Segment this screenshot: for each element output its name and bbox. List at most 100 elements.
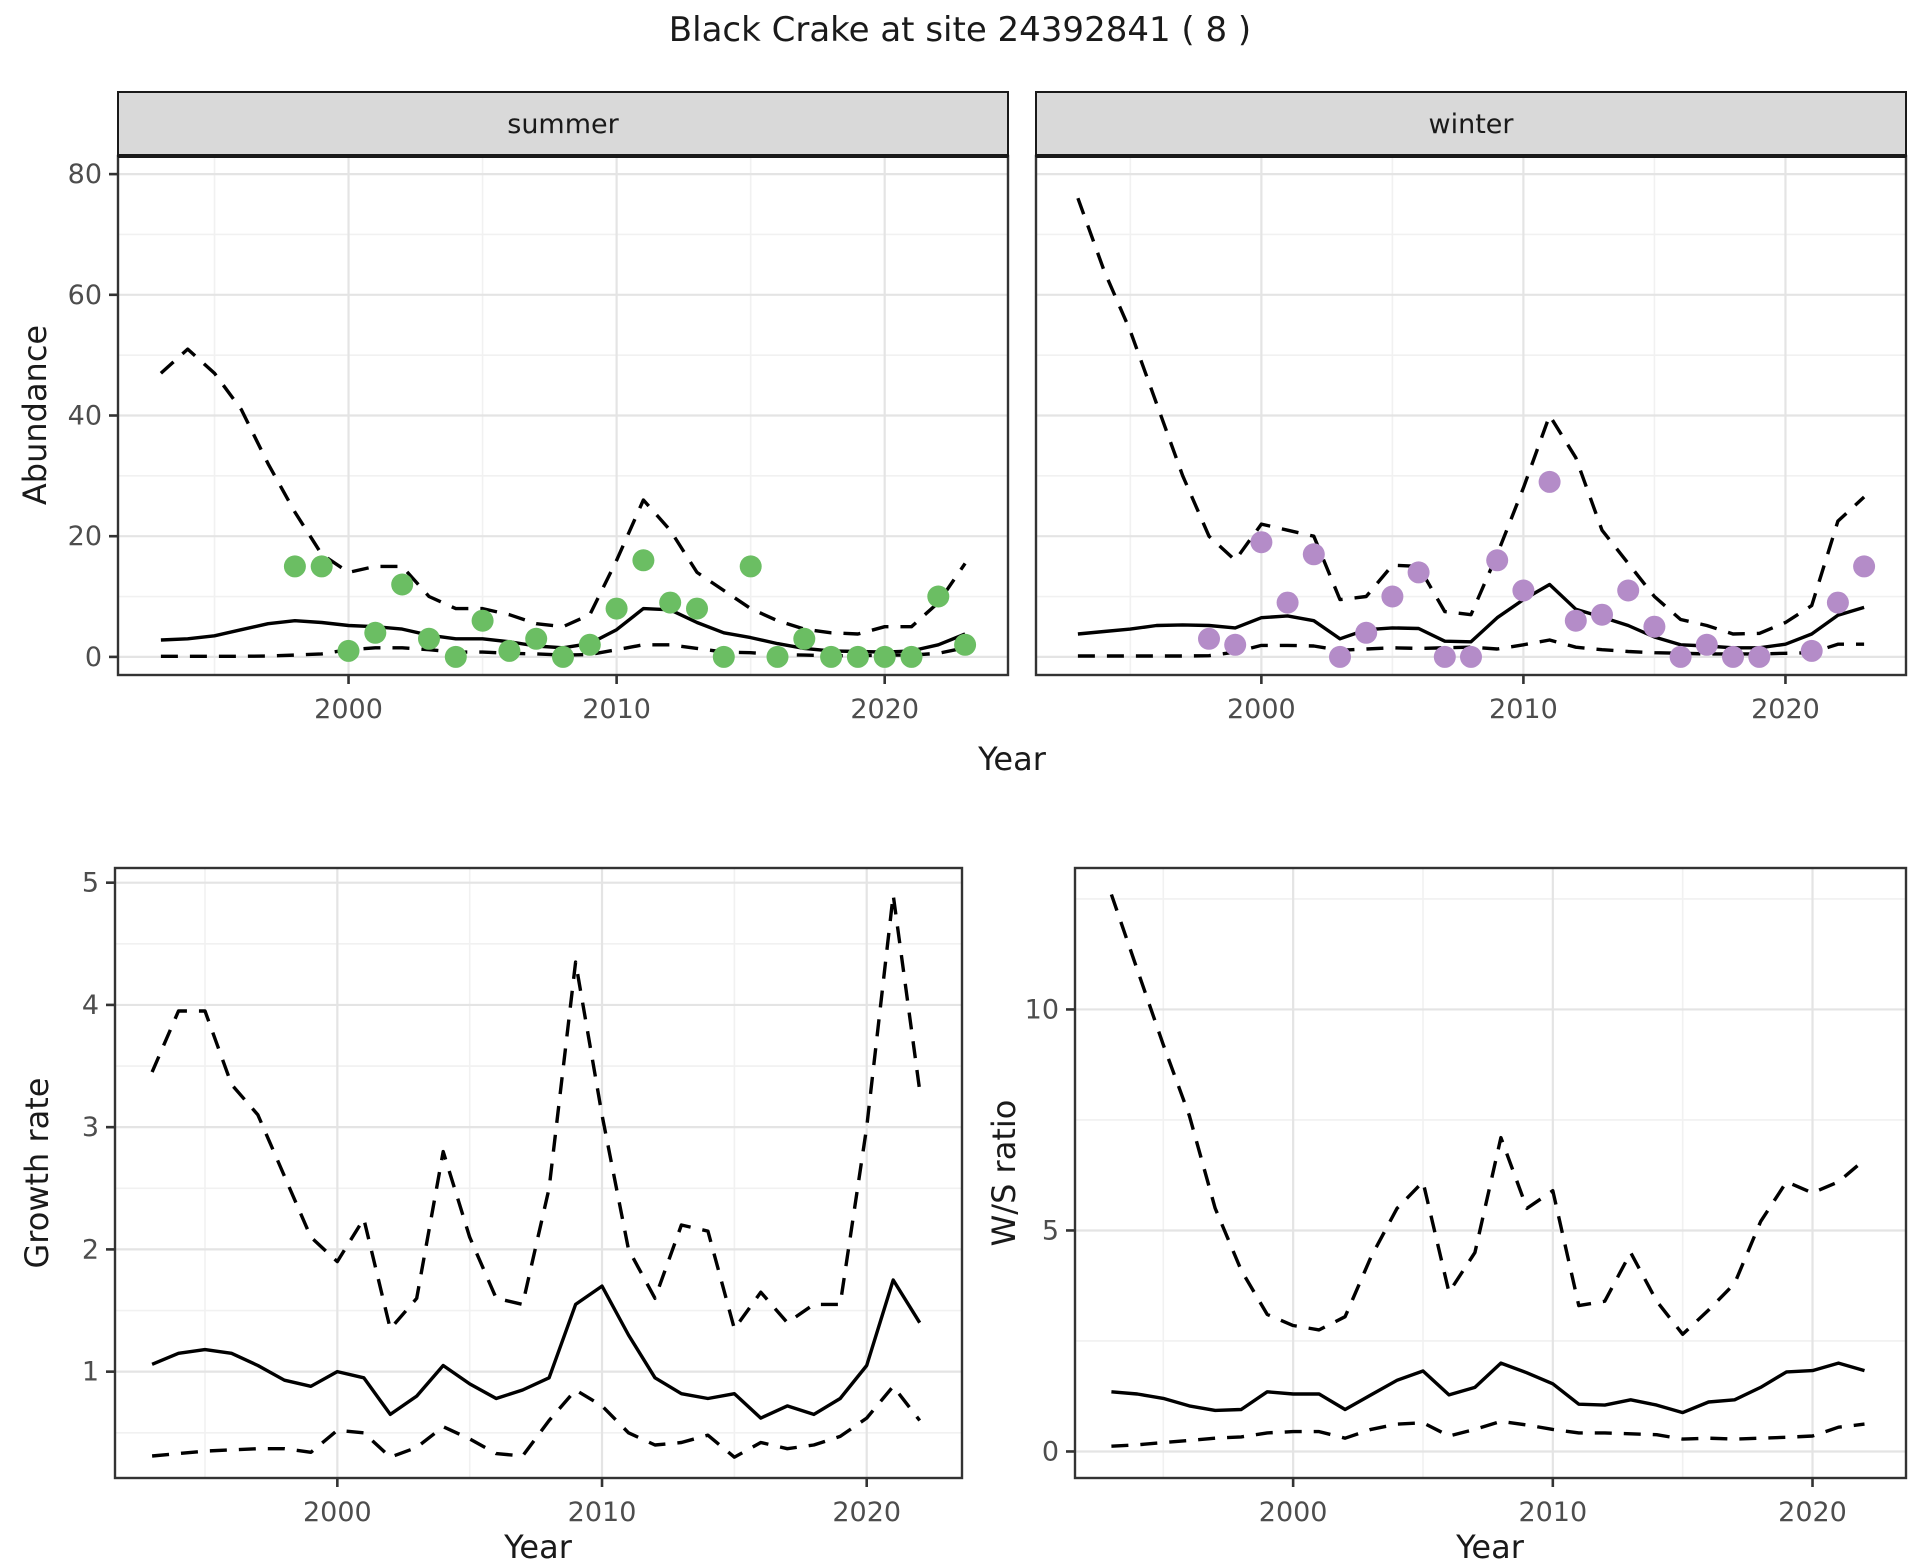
upper-credible-line: [150, 893, 922, 1331]
data-point: [1564, 609, 1587, 632]
axis-ticks: 2000 2010 2020 0 5 10: [1025, 994, 1847, 1528]
data-point: [1407, 561, 1430, 584]
data-point: [766, 645, 789, 668]
data-point: [283, 555, 306, 578]
x-tick-label: 2000: [303, 1497, 372, 1528]
data-point: [900, 645, 923, 668]
axis-ticks: 2000 2010 2020 0 20 40 60 80: [68, 159, 919, 725]
y-tick-label: 0: [1042, 1436, 1059, 1467]
x-tick-label: 2020: [1778, 1497, 1847, 1528]
panel-abundance-winter: 2000 2010 2020: [1034, 91, 1908, 725]
x-tick-label: 2020: [1751, 694, 1820, 725]
y-tick-label: 2: [82, 1234, 99, 1265]
x-tick-label: 2010: [568, 1497, 637, 1528]
x-tick-label: 2000: [1259, 1497, 1328, 1528]
data-point: [498, 639, 521, 662]
y-tick-label: 60: [68, 280, 102, 311]
y-tick-label: 20: [68, 521, 102, 552]
data-point: [1381, 585, 1404, 608]
data-point: [1826, 591, 1849, 614]
axis-ticks: 2000 2010 2020: [1227, 675, 1820, 725]
observed-counts-summer: [283, 549, 977, 668]
data-point: [578, 633, 601, 656]
upper-credible-line: [1076, 197, 1866, 636]
estimate-line: [1111, 1361, 1865, 1415]
data-point: [1486, 549, 1509, 572]
data-point: [793, 627, 816, 650]
y-tick-label: 0: [85, 642, 102, 673]
data-point: [1643, 615, 1666, 638]
data-point: [1617, 579, 1640, 602]
y-tick-label: 5: [1042, 1215, 1059, 1246]
data-point: [1512, 579, 1535, 602]
upper-credible-line: [159, 347, 967, 636]
data-point: [1329, 645, 1351, 668]
data-point: [1722, 645, 1744, 668]
data-point: [1198, 627, 1220, 650]
data-point: [1224, 633, 1247, 656]
grid-major: [1075, 868, 1906, 1478]
data-point: [873, 645, 896, 668]
grid-minor: [115, 868, 962, 1478]
y-tick-label: 80: [68, 159, 102, 190]
panel-border: [1073, 866, 1908, 1480]
panel-abundance-summer: 2000 2010 2020 0 20 40 60 80: [68, 91, 1010, 725]
chart-title: Black Crake at site 24392841 ( 8 ): [668, 10, 1252, 50]
y-tick-label: 3: [82, 1112, 99, 1143]
data-point: [364, 621, 387, 644]
data-point: [1355, 621, 1378, 644]
data-point: [444, 645, 467, 668]
data-point: [1276, 591, 1299, 614]
x-tick-label: 2010: [582, 694, 651, 725]
data-point: [1800, 639, 1823, 662]
grid-minor: [1075, 868, 1906, 1478]
data-point: [820, 645, 843, 668]
data-point: [1302, 543, 1325, 566]
data-point: [1250, 531, 1273, 554]
data-point: [1748, 645, 1771, 668]
estimate-line: [151, 1278, 922, 1420]
data-point: [739, 555, 762, 578]
grid-major: [115, 868, 962, 1478]
y-tick-label: 4: [82, 990, 99, 1021]
data-point: [659, 591, 682, 614]
data-point: [337, 639, 360, 662]
lower-credible-line: [1077, 638, 1865, 658]
x-tick-label: 2020: [850, 694, 919, 725]
x-tick-label: 2000: [314, 694, 383, 725]
data-point: [418, 627, 440, 650]
panel-ws-ratio: 2000 2010 2020 0 5 10: [1025, 866, 1908, 1528]
data-point: [1433, 645, 1456, 668]
data-point: [712, 645, 735, 668]
x-tick-label: 2020: [832, 1497, 901, 1528]
panel-background: [115, 868, 962, 1478]
observed-counts-winter: [1198, 470, 1876, 668]
data-point: [632, 549, 655, 572]
lower-credible-line: [1111, 1419, 1865, 1448]
data-point: [1669, 645, 1692, 668]
data-point: [846, 645, 869, 668]
x-tick-label: 2010: [1489, 694, 1558, 725]
data-point: [471, 609, 494, 632]
data-point: [1538, 470, 1561, 493]
data-point: [954, 633, 977, 656]
data-point: [525, 627, 548, 650]
y-tick-label: 40: [68, 401, 102, 432]
y-tick-label: 1: [82, 1357, 99, 1388]
panel-growth-rate: 2000 2010 2020 1 2 3 4 5: [82, 866, 964, 1528]
data-point: [1591, 603, 1613, 626]
y-tick-label: 10: [1025, 994, 1059, 1025]
data-point: [391, 573, 414, 596]
data-point: [310, 555, 333, 578]
data-point: [605, 597, 628, 620]
upper-credible-line: [1109, 893, 1866, 1337]
panel-background: [1075, 868, 1906, 1478]
axis-ticks: 2000 2010 2020 1 2 3 4 5: [82, 868, 901, 1528]
facet-strip: [1035, 91, 1907, 157]
x-tick-label: 2010: [1518, 1497, 1587, 1528]
data-point: [1460, 645, 1482, 668]
facet-strip: [117, 91, 1009, 157]
lower-credible-line: [151, 1384, 922, 1459]
